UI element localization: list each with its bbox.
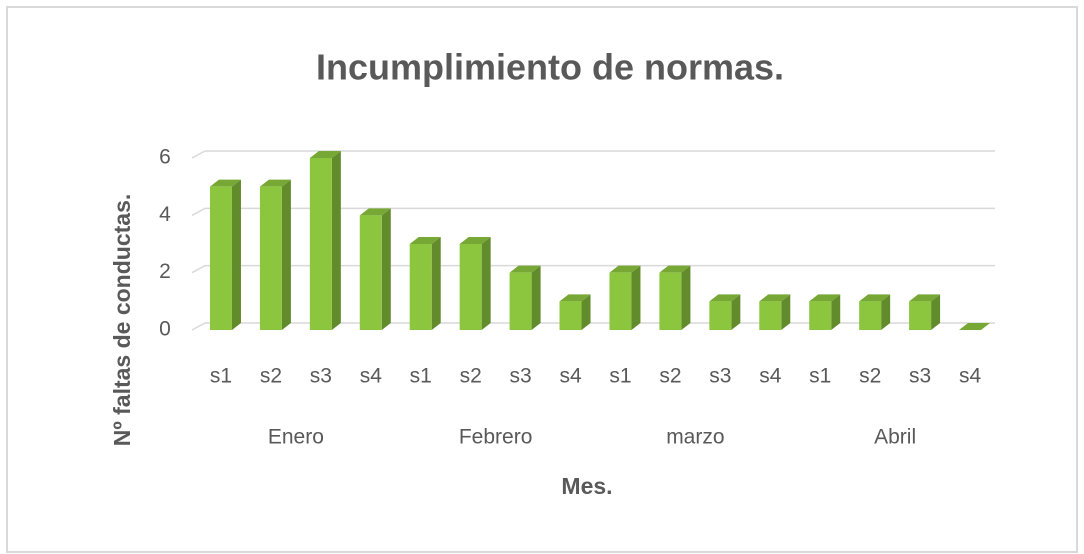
bar-side: [931, 294, 941, 330]
bar-top: [459, 237, 491, 244]
bar-side: [831, 294, 841, 330]
bar-front: [659, 272, 682, 330]
x-tick-label: s2: [460, 365, 482, 388]
x-tick-label: s1: [609, 365, 631, 388]
bar-side: [481, 237, 491, 330]
x-group-label: marzo: [666, 426, 724, 449]
bar-top: [209, 179, 241, 187]
x-tick-label: s2: [260, 365, 282, 388]
x-tick-label: s3: [909, 365, 931, 388]
bar-front: [459, 244, 482, 330]
bar-front: [259, 186, 282, 330]
bar: [809, 294, 841, 330]
x-tick-label: s2: [859, 365, 881, 388]
bar: [459, 237, 491, 330]
bar: [559, 294, 591, 330]
x-tick-label: s1: [410, 365, 432, 388]
bar-front: [559, 301, 582, 330]
bar: [909, 294, 941, 330]
grid-line: [191, 264, 995, 274]
x-tick-label: s1: [210, 365, 232, 388]
y-tick-label: 0: [159, 318, 171, 341]
x-tick-label: s1: [809, 365, 831, 388]
bar-side: [431, 237, 441, 330]
bar-top: [559, 294, 591, 302]
bar-side: [531, 265, 541, 330]
bar-front: [759, 301, 782, 330]
x-tick-label: s3: [709, 365, 731, 388]
y-tick-label: 6: [159, 146, 171, 169]
bar: [509, 265, 541, 330]
y-tick-label: 4: [159, 203, 171, 226]
bar-top: [409, 237, 441, 244]
x-tick-label: s4: [759, 365, 782, 388]
grid-line: [191, 207, 995, 216]
bar-top: [509, 265, 541, 273]
x-tick-label: s4: [360, 365, 383, 388]
x-tick-label: s3: [510, 365, 532, 388]
x-tick-label: s4: [559, 365, 582, 388]
x-group-label: Enero: [268, 426, 324, 449]
bar-front: [859, 301, 882, 330]
bar-top: [809, 294, 841, 302]
bar-front: [609, 272, 632, 330]
bar: [709, 294, 741, 330]
x-axis-title: Mes.: [561, 473, 612, 499]
bar-side: [381, 208, 391, 330]
bar-front: [709, 301, 732, 330]
bar: [859, 294, 891, 330]
bar-side: [731, 294, 741, 330]
bar-top: [959, 323, 991, 330]
bar-front: [209, 186, 232, 330]
bar: [359, 208, 391, 330]
bar: [409, 237, 441, 330]
x-group-label: Abril: [874, 426, 916, 449]
bar-top: [759, 294, 791, 302]
x-tick-label: s3: [310, 365, 332, 388]
bar-side: [681, 265, 691, 330]
bar-top: [659, 265, 691, 273]
bar-side: [781, 294, 791, 330]
bar: [609, 265, 641, 330]
bar-top: [609, 265, 641, 273]
bar: [209, 179, 241, 330]
y-axis-title: Nº faltas de conductas.: [109, 194, 135, 447]
bar-front: [509, 272, 532, 330]
bar-side: [281, 179, 291, 330]
chart-title: Incumplimiento de normas.: [316, 47, 784, 88]
bar: [759, 294, 791, 330]
bar-top: [709, 294, 741, 302]
x-tick-label: s2: [659, 365, 681, 388]
chart-frame: [6, 6, 1078, 553]
x-group-label: Febrero: [459, 426, 533, 449]
bar-front: [909, 301, 932, 330]
bar: [309, 151, 341, 330]
bar-top: [309, 151, 341, 158]
bar-side: [581, 294, 591, 330]
x-tick-label: s4: [959, 365, 982, 388]
bar-side: [881, 294, 891, 330]
bar-top: [359, 208, 391, 216]
bar-front: [309, 158, 332, 330]
bar-front: [809, 301, 832, 330]
bar-top: [259, 179, 291, 187]
bar: [259, 179, 291, 330]
bar: [659, 265, 691, 330]
bar-side: [231, 179, 241, 330]
bar-top: [859, 294, 891, 302]
bar-top: [909, 294, 941, 302]
bar-front: [359, 215, 382, 330]
bar: [959, 323, 991, 330]
bar-front: [409, 244, 432, 330]
grid-line: [191, 150, 995, 159]
bar-side: [631, 265, 641, 330]
bar-side: [331, 151, 341, 330]
y-tick-label: 2: [159, 260, 171, 283]
